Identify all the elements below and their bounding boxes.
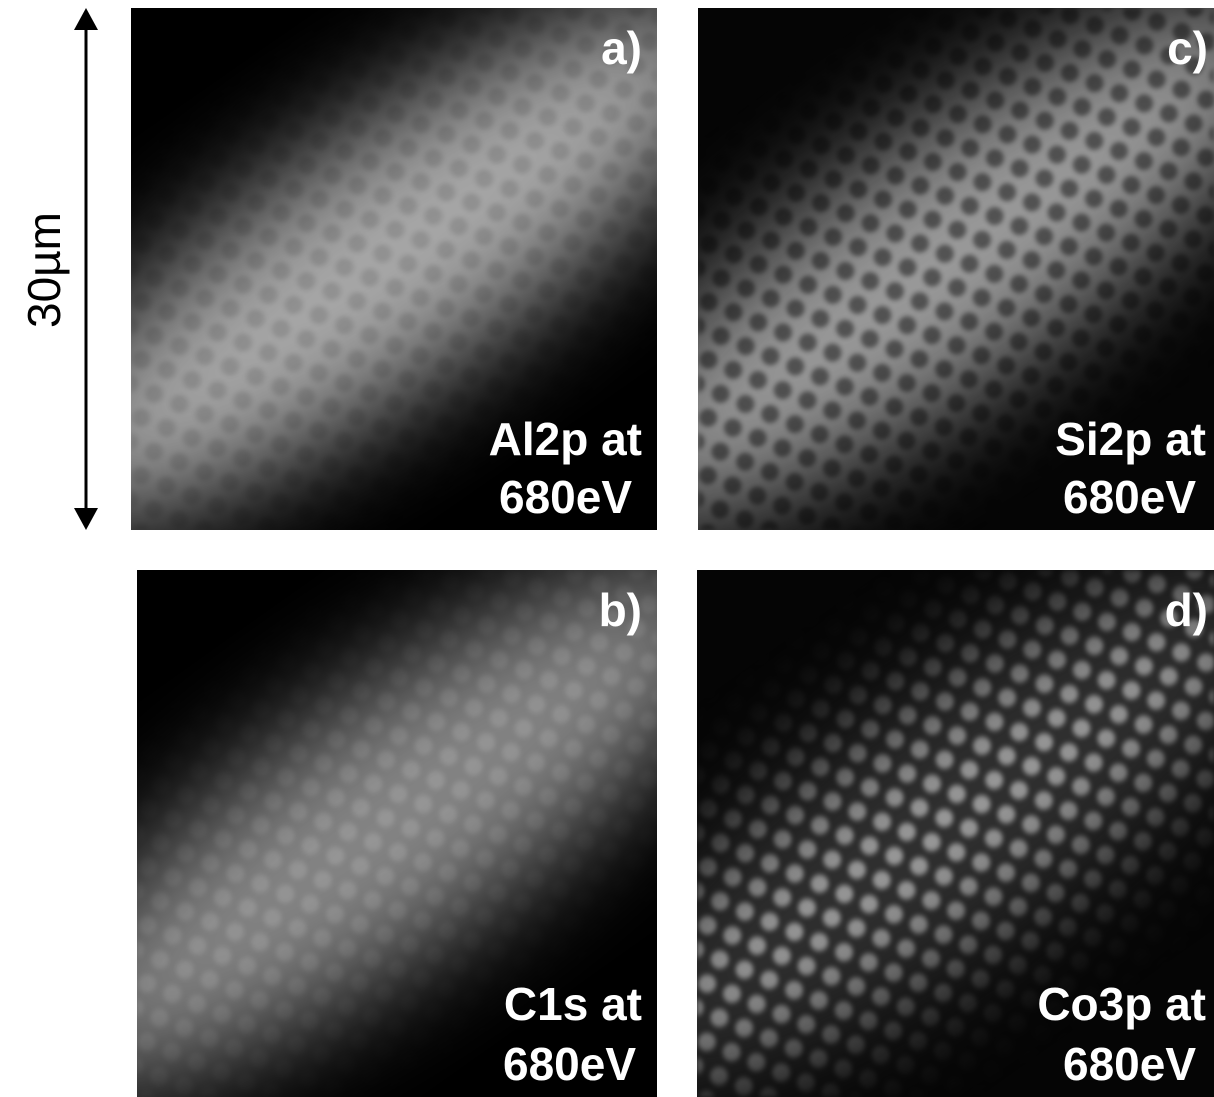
panel-label: d) (1165, 584, 1208, 636)
panel-label: b) (599, 584, 642, 636)
panel-label: a) (601, 22, 642, 74)
panel-caption: C1s at (504, 978, 642, 1030)
arrow-head (74, 8, 98, 30)
panel-label: c) (1167, 22, 1208, 74)
panel-caption: Si2p at (1055, 413, 1206, 465)
panel-caption: 680eV (1063, 471, 1196, 523)
arrow-head (74, 508, 98, 530)
panel-caption: 680eV (1063, 1038, 1196, 1090)
panel-caption: 680eV (503, 1038, 636, 1090)
scale-label: 30µm (18, 212, 70, 328)
panel-caption: Al2p at (489, 413, 642, 465)
figure: 30µm a) Al2p at 680eV b) C1s at 680eV c)… (0, 0, 1214, 1097)
panel-caption: Co3p at (1037, 978, 1206, 1030)
panel-caption: 680eV (499, 471, 632, 523)
